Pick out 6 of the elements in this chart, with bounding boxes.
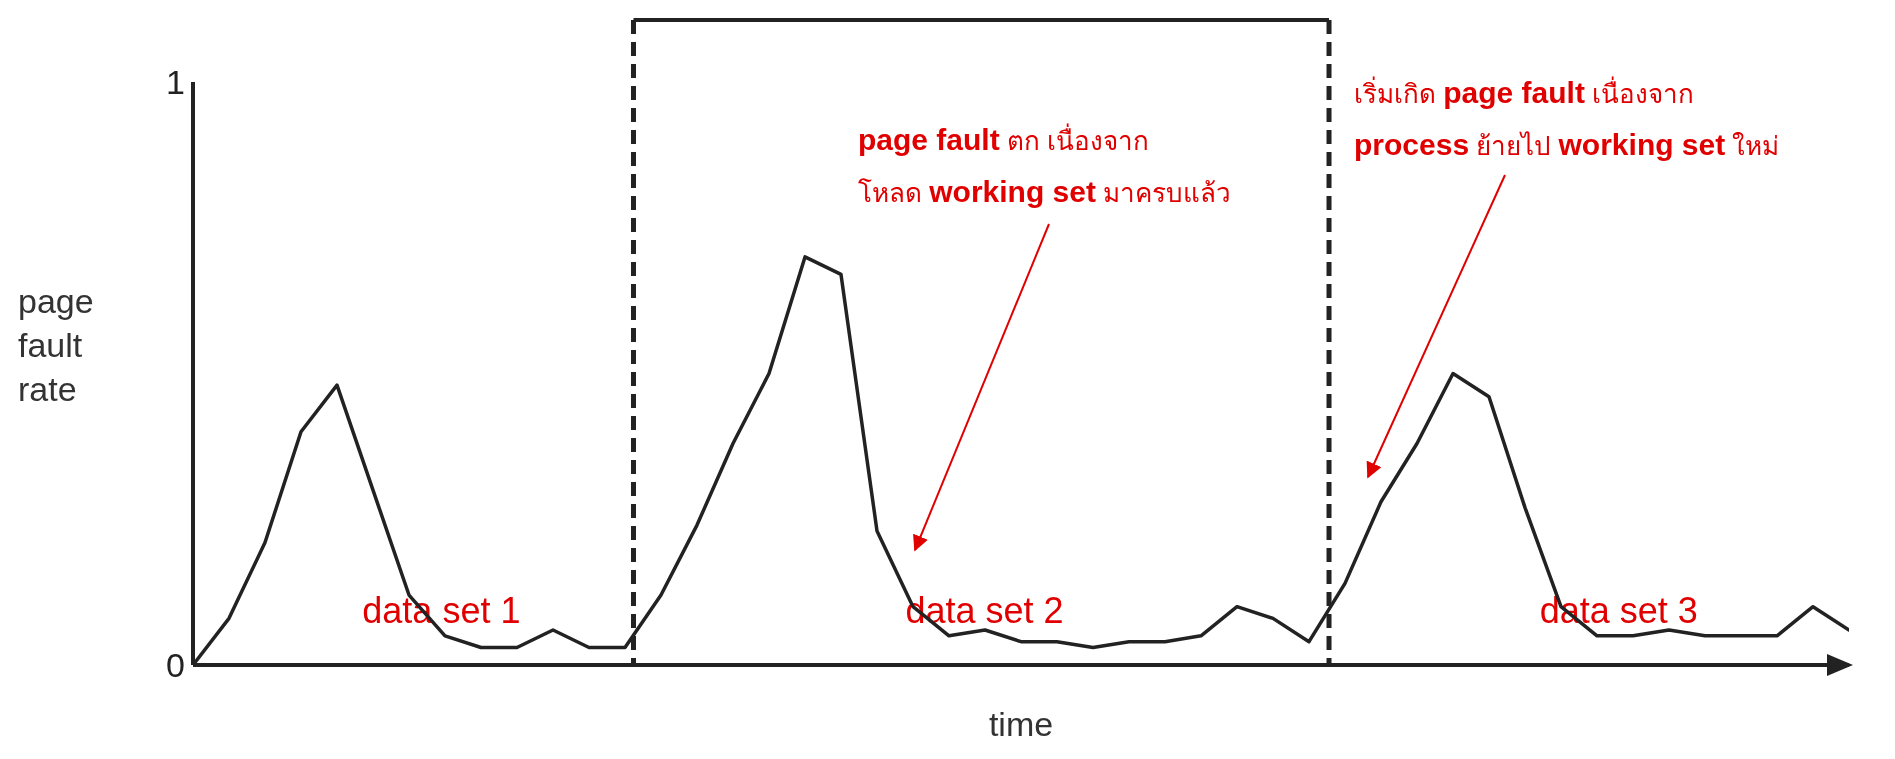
text: เริ่มเกิด page fault เนื่องจาก process ย้ายไป working set ใหม่: [1354, 76, 1780, 161]
y-tick-label: 0: [166, 646, 185, 685]
y-tick-label: 1: [166, 63, 185, 102]
x-axis-title: time: [988, 705, 1054, 743]
y-axis-title: page fault rate: [18, 282, 94, 408]
text: page fault ตก เนื่องจาก โหลด working set มาครบแล้ว: [858, 123, 1232, 208]
